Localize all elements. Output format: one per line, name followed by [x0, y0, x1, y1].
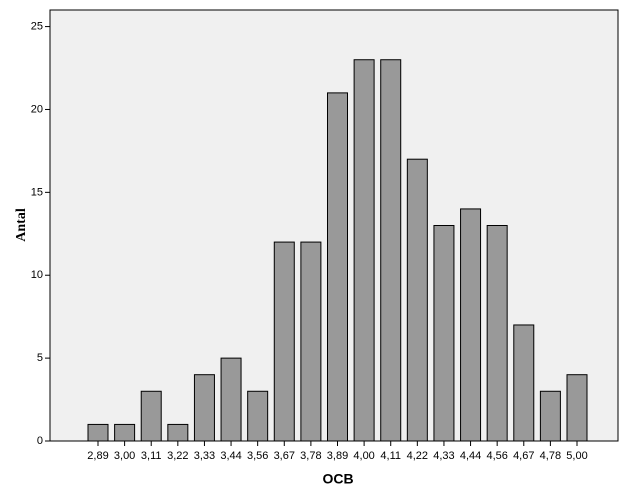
x-tick-label: 4,00: [353, 450, 374, 462]
x-tick-label: 4,78: [540, 450, 561, 462]
x-tick-label: 3,00: [114, 450, 135, 462]
x-tick-label: 3,44: [220, 450, 241, 462]
x-tick-label: 3,11: [141, 450, 162, 462]
y-tick-label: 5: [37, 352, 43, 364]
x-tick-label: 4,11: [380, 450, 401, 462]
bar: [353, 59, 375, 442]
x-tick-label: 3,56: [247, 450, 268, 462]
bar: [486, 225, 508, 442]
x-tick-label: 4,44: [460, 450, 481, 462]
bar: [406, 158, 428, 442]
bar: [140, 390, 162, 442]
bar: [380, 59, 402, 442]
x-tick-label: 4,22: [407, 450, 428, 462]
y-tick-label: 15: [31, 186, 43, 198]
bar: [247, 390, 269, 442]
y-tick-label: 20: [31, 103, 43, 115]
x-tick-label: 3,89: [327, 450, 348, 462]
y-tick-label: 0: [37, 435, 43, 447]
x-tick-label: 4,33: [433, 450, 454, 462]
x-tick-label: 3,33: [194, 450, 215, 462]
x-tick-label: 2,89: [87, 450, 108, 462]
x-tick-label: 4,67: [513, 450, 534, 462]
bar: [220, 357, 242, 442]
bar: [114, 423, 136, 442]
y-tick-label: 25: [31, 20, 43, 32]
bar: [433, 225, 455, 442]
bar: [300, 241, 322, 442]
x-tick-label: 4,56: [486, 450, 507, 462]
bar: [327, 92, 348, 442]
x-tick-label: 3,22: [167, 450, 188, 462]
bar: [513, 324, 535, 442]
bar: [273, 241, 295, 442]
bar: [167, 423, 189, 442]
x-tick-label: 5,00: [566, 450, 587, 462]
bar: [539, 390, 561, 442]
x-tick-label: 3,67: [274, 450, 295, 462]
bar: [566, 374, 588, 442]
x-axis-title: OCB: [322, 471, 353, 487]
y-tick-label: 10: [31, 269, 43, 281]
bar: [193, 374, 215, 442]
bar: [87, 423, 109, 442]
x-tick-label: 3,78: [300, 450, 321, 462]
bar: [460, 208, 482, 442]
y-axis-title: Antal: [14, 208, 29, 242]
